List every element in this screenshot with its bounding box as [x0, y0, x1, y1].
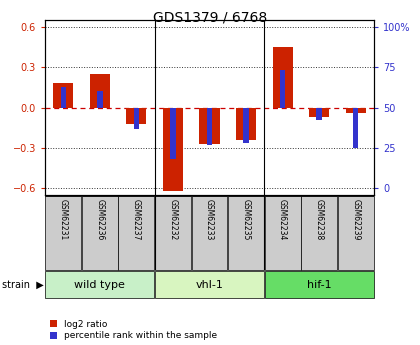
Text: GSM62239: GSM62239: [351, 199, 360, 240]
Bar: [60, 87, 66, 108]
Text: hif-1: hif-1: [307, 279, 331, 289]
Bar: [273, 47, 293, 108]
Bar: [126, 108, 147, 124]
Text: wild type: wild type: [74, 279, 125, 289]
Text: strain  ▶: strain ▶: [2, 279, 44, 289]
Bar: [338, 196, 374, 270]
Bar: [265, 196, 301, 270]
Bar: [200, 108, 220, 144]
Bar: [346, 108, 366, 113]
Bar: [45, 271, 154, 298]
Bar: [163, 108, 183, 191]
Text: GSM62231: GSM62231: [59, 199, 68, 240]
Text: GSM62232: GSM62232: [168, 199, 177, 240]
Text: GSM62236: GSM62236: [95, 199, 104, 240]
Bar: [236, 108, 256, 140]
Bar: [207, 108, 212, 145]
Bar: [353, 108, 358, 148]
Bar: [316, 108, 322, 120]
Text: vhl-1: vhl-1: [196, 279, 223, 289]
Text: GSM62234: GSM62234: [278, 199, 287, 240]
Bar: [134, 108, 139, 128]
Text: GSM62233: GSM62233: [205, 199, 214, 240]
Bar: [118, 196, 154, 270]
Bar: [82, 196, 118, 270]
Bar: [97, 91, 102, 108]
Bar: [301, 196, 337, 270]
Bar: [45, 196, 81, 270]
Bar: [228, 196, 264, 270]
Bar: [90, 74, 110, 108]
Bar: [170, 108, 176, 159]
Text: GDS1379 / 6768: GDS1379 / 6768: [153, 10, 267, 24]
Bar: [265, 271, 374, 298]
Bar: [243, 108, 249, 143]
Bar: [280, 70, 285, 108]
Bar: [309, 108, 329, 117]
Bar: [155, 196, 191, 270]
Bar: [155, 271, 264, 298]
Text: GSM62235: GSM62235: [241, 199, 251, 240]
Text: GSM62238: GSM62238: [315, 199, 324, 240]
Legend: log2 ratio, percentile rank within the sample: log2 ratio, percentile rank within the s…: [50, 320, 217, 341]
Text: GSM62237: GSM62237: [132, 199, 141, 240]
Bar: [53, 83, 74, 108]
Bar: [192, 196, 227, 270]
